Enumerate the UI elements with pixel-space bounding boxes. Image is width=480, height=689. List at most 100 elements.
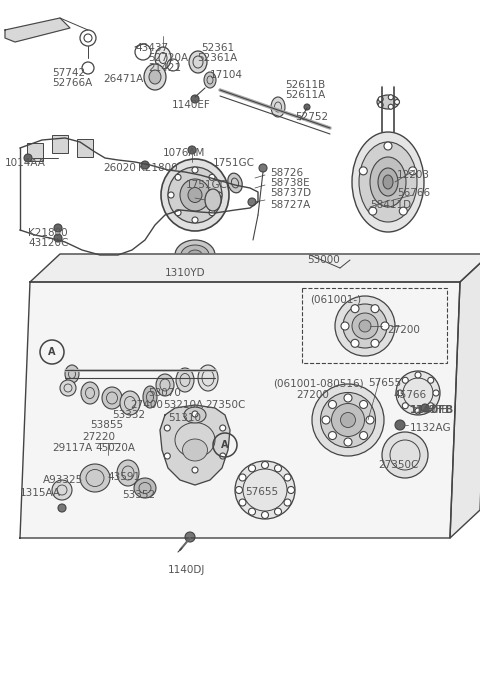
Text: 12203: 12203 bbox=[397, 170, 430, 180]
Ellipse shape bbox=[117, 460, 139, 486]
Text: 57655: 57655 bbox=[245, 487, 278, 497]
Ellipse shape bbox=[176, 368, 194, 392]
Text: 53855: 53855 bbox=[90, 420, 123, 430]
Ellipse shape bbox=[102, 387, 122, 409]
Circle shape bbox=[351, 305, 359, 313]
Circle shape bbox=[428, 378, 434, 383]
Circle shape bbox=[402, 378, 408, 383]
Circle shape bbox=[192, 411, 198, 417]
Text: 43591: 43591 bbox=[107, 472, 140, 482]
Ellipse shape bbox=[228, 173, 242, 193]
Text: 1315AA: 1315AA bbox=[20, 488, 61, 498]
Text: 52752: 52752 bbox=[295, 112, 328, 122]
Text: 58727A: 58727A bbox=[270, 200, 310, 210]
Ellipse shape bbox=[175, 240, 215, 270]
FancyBboxPatch shape bbox=[77, 139, 93, 157]
Circle shape bbox=[288, 486, 295, 493]
Ellipse shape bbox=[352, 132, 424, 232]
Text: 1751GC: 1751GC bbox=[213, 158, 255, 168]
Text: (061001-): (061001-) bbox=[310, 295, 361, 305]
Circle shape bbox=[341, 322, 349, 330]
Polygon shape bbox=[30, 254, 480, 282]
Text: 1140FB: 1140FB bbox=[410, 405, 449, 415]
Text: 1310YD: 1310YD bbox=[165, 268, 205, 278]
Circle shape bbox=[24, 154, 32, 162]
Circle shape bbox=[275, 465, 281, 472]
Ellipse shape bbox=[60, 380, 76, 396]
Text: 43120C: 43120C bbox=[28, 238, 68, 248]
Ellipse shape bbox=[359, 142, 417, 222]
Ellipse shape bbox=[340, 413, 356, 427]
Text: 27350C: 27350C bbox=[205, 400, 245, 410]
Ellipse shape bbox=[352, 313, 378, 339]
Ellipse shape bbox=[312, 384, 384, 456]
Ellipse shape bbox=[335, 296, 395, 356]
Circle shape bbox=[220, 425, 226, 431]
Polygon shape bbox=[20, 282, 460, 538]
Text: 27350C: 27350C bbox=[378, 460, 419, 470]
Ellipse shape bbox=[382, 432, 428, 478]
Circle shape bbox=[249, 465, 255, 472]
Text: 52720A: 52720A bbox=[148, 53, 188, 63]
Text: (061001-080516): (061001-080516) bbox=[273, 378, 364, 388]
Circle shape bbox=[249, 508, 255, 515]
Text: 45766: 45766 bbox=[393, 390, 426, 400]
Circle shape bbox=[388, 95, 393, 100]
Circle shape bbox=[360, 431, 368, 440]
Text: 1140EF: 1140EF bbox=[172, 100, 211, 110]
Circle shape bbox=[415, 408, 421, 414]
Circle shape bbox=[192, 167, 198, 173]
Text: 52611A: 52611A bbox=[285, 90, 325, 100]
Text: K21800: K21800 bbox=[28, 228, 68, 238]
Circle shape bbox=[384, 142, 392, 150]
Circle shape bbox=[284, 474, 291, 481]
Text: 1140DJ: 1140DJ bbox=[168, 565, 205, 575]
Circle shape bbox=[344, 438, 352, 446]
Ellipse shape bbox=[168, 167, 222, 223]
Ellipse shape bbox=[205, 189, 221, 211]
Text: 52611B: 52611B bbox=[285, 80, 325, 90]
Text: 58738E: 58738E bbox=[270, 178, 310, 188]
Circle shape bbox=[175, 174, 181, 181]
Circle shape bbox=[262, 462, 268, 469]
Ellipse shape bbox=[155, 47, 171, 69]
Ellipse shape bbox=[65, 365, 79, 383]
Text: 53332: 53332 bbox=[112, 410, 145, 420]
Circle shape bbox=[328, 400, 336, 409]
FancyBboxPatch shape bbox=[27, 143, 43, 161]
Text: K21800: K21800 bbox=[138, 163, 178, 173]
Text: 57742: 57742 bbox=[52, 68, 85, 78]
Text: 53070: 53070 bbox=[148, 388, 181, 398]
Ellipse shape bbox=[161, 159, 229, 231]
Ellipse shape bbox=[377, 95, 399, 109]
Text: 17104: 17104 bbox=[210, 70, 243, 80]
Ellipse shape bbox=[396, 371, 440, 415]
Circle shape bbox=[399, 207, 408, 215]
Circle shape bbox=[236, 486, 242, 493]
Text: 53000: 53000 bbox=[307, 255, 340, 265]
Circle shape bbox=[164, 425, 170, 431]
Circle shape bbox=[402, 403, 408, 409]
Circle shape bbox=[395, 99, 399, 105]
Circle shape bbox=[397, 390, 403, 396]
Ellipse shape bbox=[144, 64, 166, 90]
Circle shape bbox=[248, 198, 256, 206]
Ellipse shape bbox=[81, 382, 99, 404]
Circle shape bbox=[351, 339, 359, 347]
Ellipse shape bbox=[134, 478, 156, 498]
Ellipse shape bbox=[143, 386, 157, 408]
Ellipse shape bbox=[181, 245, 209, 265]
Ellipse shape bbox=[271, 97, 285, 117]
Circle shape bbox=[388, 104, 393, 110]
Polygon shape bbox=[5, 18, 70, 42]
Ellipse shape bbox=[343, 304, 387, 348]
Circle shape bbox=[220, 453, 226, 459]
Circle shape bbox=[371, 305, 379, 313]
Ellipse shape bbox=[383, 175, 393, 189]
Circle shape bbox=[209, 174, 215, 181]
Circle shape bbox=[164, 453, 170, 459]
Circle shape bbox=[421, 404, 429, 412]
Text: 27200: 27200 bbox=[387, 325, 420, 335]
Ellipse shape bbox=[52, 480, 72, 500]
Circle shape bbox=[378, 103, 383, 107]
